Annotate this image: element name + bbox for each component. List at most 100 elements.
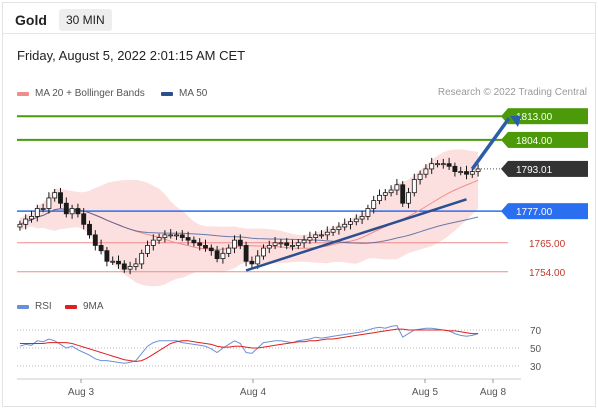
level-tag-1793.01 <box>508 160 588 177</box>
trendline <box>245 198 467 272</box>
level-tag-arrow <box>501 203 508 220</box>
rsi-level-label-50: 50 <box>530 344 542 355</box>
level-label-1754.00: 1754.00 <box>529 268 566 279</box>
candle-body <box>174 234 179 237</box>
legend-ma50-label: MA 50 <box>179 88 208 99</box>
candle-body <box>145 245 150 254</box>
legend-bollinger: MA 20 + Bollinger Bands <box>17 88 145 99</box>
candle-body <box>23 218 29 225</box>
candle-body <box>185 237 191 241</box>
candle-body <box>295 242 301 246</box>
candle-body <box>342 223 348 228</box>
candle-body <box>255 255 261 265</box>
candle-body <box>52 192 58 199</box>
candle-body <box>411 179 417 194</box>
legend-rsi: RSI <box>17 301 52 312</box>
candle-body <box>452 165 458 172</box>
timeframe-button[interactable]: 30 MIN <box>59 9 112 31</box>
candle-body <box>226 247 232 254</box>
chart-header: Gold 30 MIN <box>3 3 595 34</box>
candle-body <box>139 252 145 265</box>
candle-body <box>191 239 197 244</box>
candle-body <box>121 263 127 270</box>
candle-body <box>348 221 353 225</box>
level-tag-1813.00 <box>508 108 588 125</box>
legend-bollinger-label: MA 20 + Bollinger Bands <box>35 88 145 99</box>
candle-body <box>377 194 382 201</box>
candle-body <box>435 163 440 166</box>
candle-body <box>92 234 98 246</box>
legend-rsi-label: RSI <box>35 301 52 312</box>
candle-body <box>179 234 185 238</box>
rsi-line <box>19 324 479 364</box>
legend-ma50: MA 50 <box>161 88 207 99</box>
level-tag-arrow <box>501 131 508 148</box>
candle-body <box>406 192 411 204</box>
candle-body <box>87 223 92 236</box>
candle-body <box>249 260 255 265</box>
candle-body <box>40 208 46 210</box>
candle-body <box>116 260 121 265</box>
rsi-level-label-70: 70 <box>530 326 542 337</box>
candle-body <box>243 245 249 262</box>
9ma-swatch <box>65 304 77 309</box>
copyright: Research © 2022 Trading Central <box>437 87 587 98</box>
rsi-level-label-30: 30 <box>530 362 542 373</box>
candle-body <box>98 245 104 252</box>
candle-body <box>58 192 63 204</box>
candle-body <box>214 250 220 260</box>
candle-body <box>75 208 81 215</box>
candle-body <box>232 239 237 249</box>
candle-body <box>127 266 133 270</box>
bollinger-band <box>19 149 479 287</box>
candle-body <box>133 263 139 267</box>
level-label-1765.00: 1765.00 <box>529 239 566 250</box>
legend-9ma: 9MA <box>65 301 104 312</box>
candle-body <box>63 202 69 215</box>
candle-body <box>290 245 295 247</box>
candle-body <box>34 208 40 217</box>
candle-body <box>150 239 156 246</box>
price-chart: 1813.00 1804.00 1793.01 1777.00 1765.00 1754.… <box>17 108 588 398</box>
candle-body <box>266 245 272 249</box>
candle-body <box>203 245 208 249</box>
x-tick-label-Aug 3: Aug 3 <box>68 387 95 398</box>
candle-body <box>69 208 75 215</box>
candle-body <box>313 234 319 238</box>
x-tick-label-Aug 5: Aug 5 <box>412 387 439 398</box>
candle-body <box>168 234 174 237</box>
candle-body <box>400 184 406 204</box>
candle-body <box>162 234 168 238</box>
candle-body <box>17 223 23 228</box>
x-tick-label-Aug 4: Aug 4 <box>240 387 267 398</box>
chart-widget: Gold 30 MIN Friday, August 5, 2022 2:01:… <box>2 2 596 407</box>
candle-body <box>261 247 266 257</box>
candle-body <box>365 208 371 217</box>
candle-body <box>284 242 290 246</box>
level-label-1813.00: 1813.00 <box>516 112 553 123</box>
candle-body <box>220 252 226 260</box>
candle-body <box>46 197 52 209</box>
candle-body <box>81 213 87 225</box>
ma50-line <box>19 208 479 244</box>
candle-body <box>353 218 359 223</box>
rsi-swatch <box>17 304 29 309</box>
candle-body <box>156 237 162 241</box>
candle-body <box>429 163 435 170</box>
candle-body <box>197 242 203 246</box>
candle-body <box>388 189 394 194</box>
candle-body <box>394 184 400 191</box>
candle-body <box>307 237 313 241</box>
timestamp: Friday, August 5, 2022 2:01:15 AM CET <box>17 48 246 63</box>
candle-body <box>237 239 243 246</box>
level-tag-1804.00 <box>508 131 588 148</box>
candle-body <box>336 226 342 231</box>
ma50-swatch <box>161 91 173 96</box>
candle-body <box>446 163 452 167</box>
x-tick-label-Aug 8: Aug 8 <box>480 387 507 398</box>
bollinger-swatch <box>17 91 29 96</box>
forecast-arrowhead <box>510 116 521 127</box>
candle-body <box>272 242 278 246</box>
candle-body <box>104 250 110 262</box>
candle-body <box>475 168 481 172</box>
